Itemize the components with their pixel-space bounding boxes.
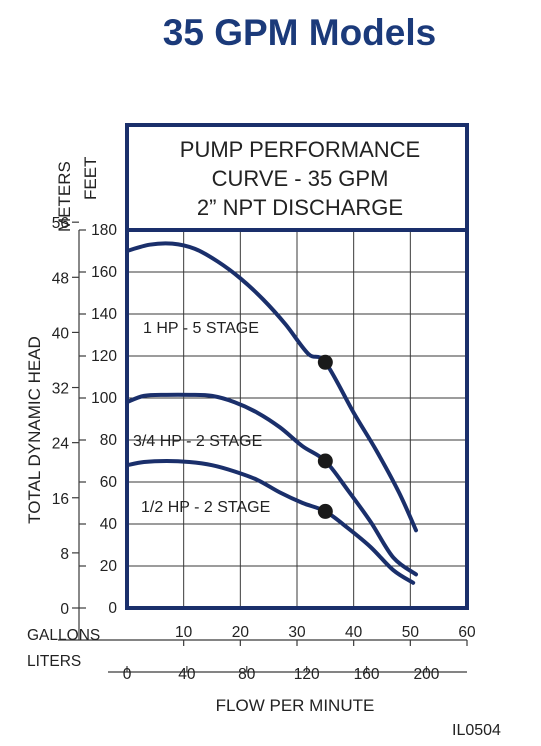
feet-tick-label: 180 (91, 222, 117, 239)
liters-tick-label: 200 (413, 666, 439, 683)
feet-tick-label: 140 (91, 306, 117, 323)
curve-layer (125, 241, 418, 585)
liters-tick-label: 160 (354, 666, 380, 683)
meters-tick-label: 40 (52, 325, 70, 342)
text-layer: PUMP PERFORMANCE CURVE - 35 GPM 2” NPT DIS… (25, 137, 476, 715)
chart-frame (125, 123, 469, 610)
gallons-tick-label: 40 (345, 624, 363, 641)
figure-code: IL0504 (452, 722, 501, 739)
feet-tick-label: 120 (91, 348, 117, 365)
operating-point (317, 354, 333, 370)
meters-tick-label: 32 (52, 381, 69, 398)
chart-title-line: PUMP PERFORMANCE (180, 137, 420, 162)
performance-curve (125, 458, 416, 585)
meters-tick-label: 8 (60, 546, 69, 563)
liters-tick-label: 0 (123, 666, 132, 683)
y-axis-title: TOTAL DYNAMIC HEAD (25, 336, 44, 524)
meters-tick-label: 56 (52, 215, 69, 232)
liters-tick-label: 40 (178, 666, 196, 683)
feet-tick-label: 0 (108, 600, 117, 617)
meters-unit-label: METERS (55, 161, 74, 232)
gallons-tick-label: 30 (288, 624, 306, 641)
gallons-tick-label: 50 (402, 624, 420, 641)
curve-label: 1/2 HP - 2 STAGE (141, 499, 270, 516)
chart-title-line: CURVE - 35 GPM (212, 166, 389, 191)
x-axis-title: FLOW PER MINUTE (216, 696, 375, 715)
feet-tick-label: 160 (91, 264, 117, 281)
chart-border (125, 123, 469, 610)
gallons-tick-label: 60 (458, 624, 476, 641)
performance-curve (125, 392, 418, 577)
operating-point (317, 453, 333, 469)
gallons-tick-label: 10 (175, 624, 193, 641)
meters-tick-label: 0 (60, 601, 69, 618)
feet-tick-label: 20 (100, 558, 118, 575)
feet-tick-label: 40 (100, 516, 118, 533)
feet-tick-label: 100 (91, 390, 117, 407)
grid-layer (58, 221, 468, 673)
meters-tick-label: 24 (52, 436, 70, 453)
curve-label: 3/4 HP - 2 STAGE (133, 433, 262, 450)
gallons-tick-label: 20 (232, 624, 250, 641)
feet-tick-label: 60 (100, 474, 118, 491)
meters-tick-label: 48 (52, 270, 69, 287)
performance-curve (125, 241, 418, 533)
gallons-unit-label: GALLONS (27, 627, 100, 644)
chart-title-line: 2” NPT DISCHARGE (197, 195, 403, 220)
liters-tick-label: 120 (294, 666, 320, 683)
page-title: 35 GPM Models (162, 12, 437, 53)
curve-label: 1 HP - 5 STAGE (143, 320, 259, 337)
meters-tick-label: 16 (52, 491, 69, 508)
liters-unit-label: LITERS (27, 653, 81, 670)
operating-point (317, 503, 333, 519)
feet-tick-label: 80 (100, 432, 118, 449)
feet-unit-label: FEET (81, 157, 100, 200)
liters-tick-label: 80 (238, 666, 256, 683)
